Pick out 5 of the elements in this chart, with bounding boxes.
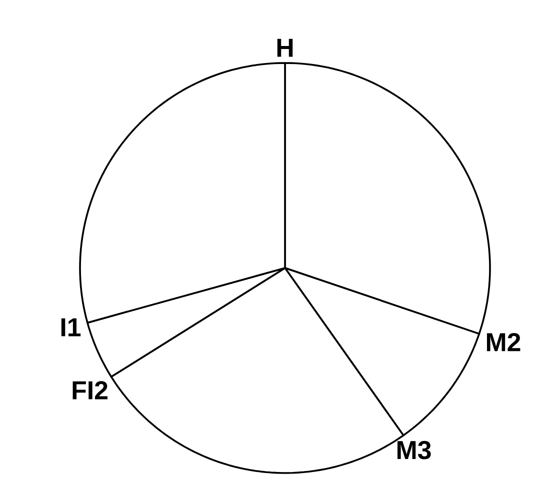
slice-label: M3 [397,440,431,460]
slice-label: I1 [61,318,81,336]
slice-label: H [277,38,293,57]
slice-label: FI2 [72,381,108,400]
slice-label: M2 [486,333,520,352]
